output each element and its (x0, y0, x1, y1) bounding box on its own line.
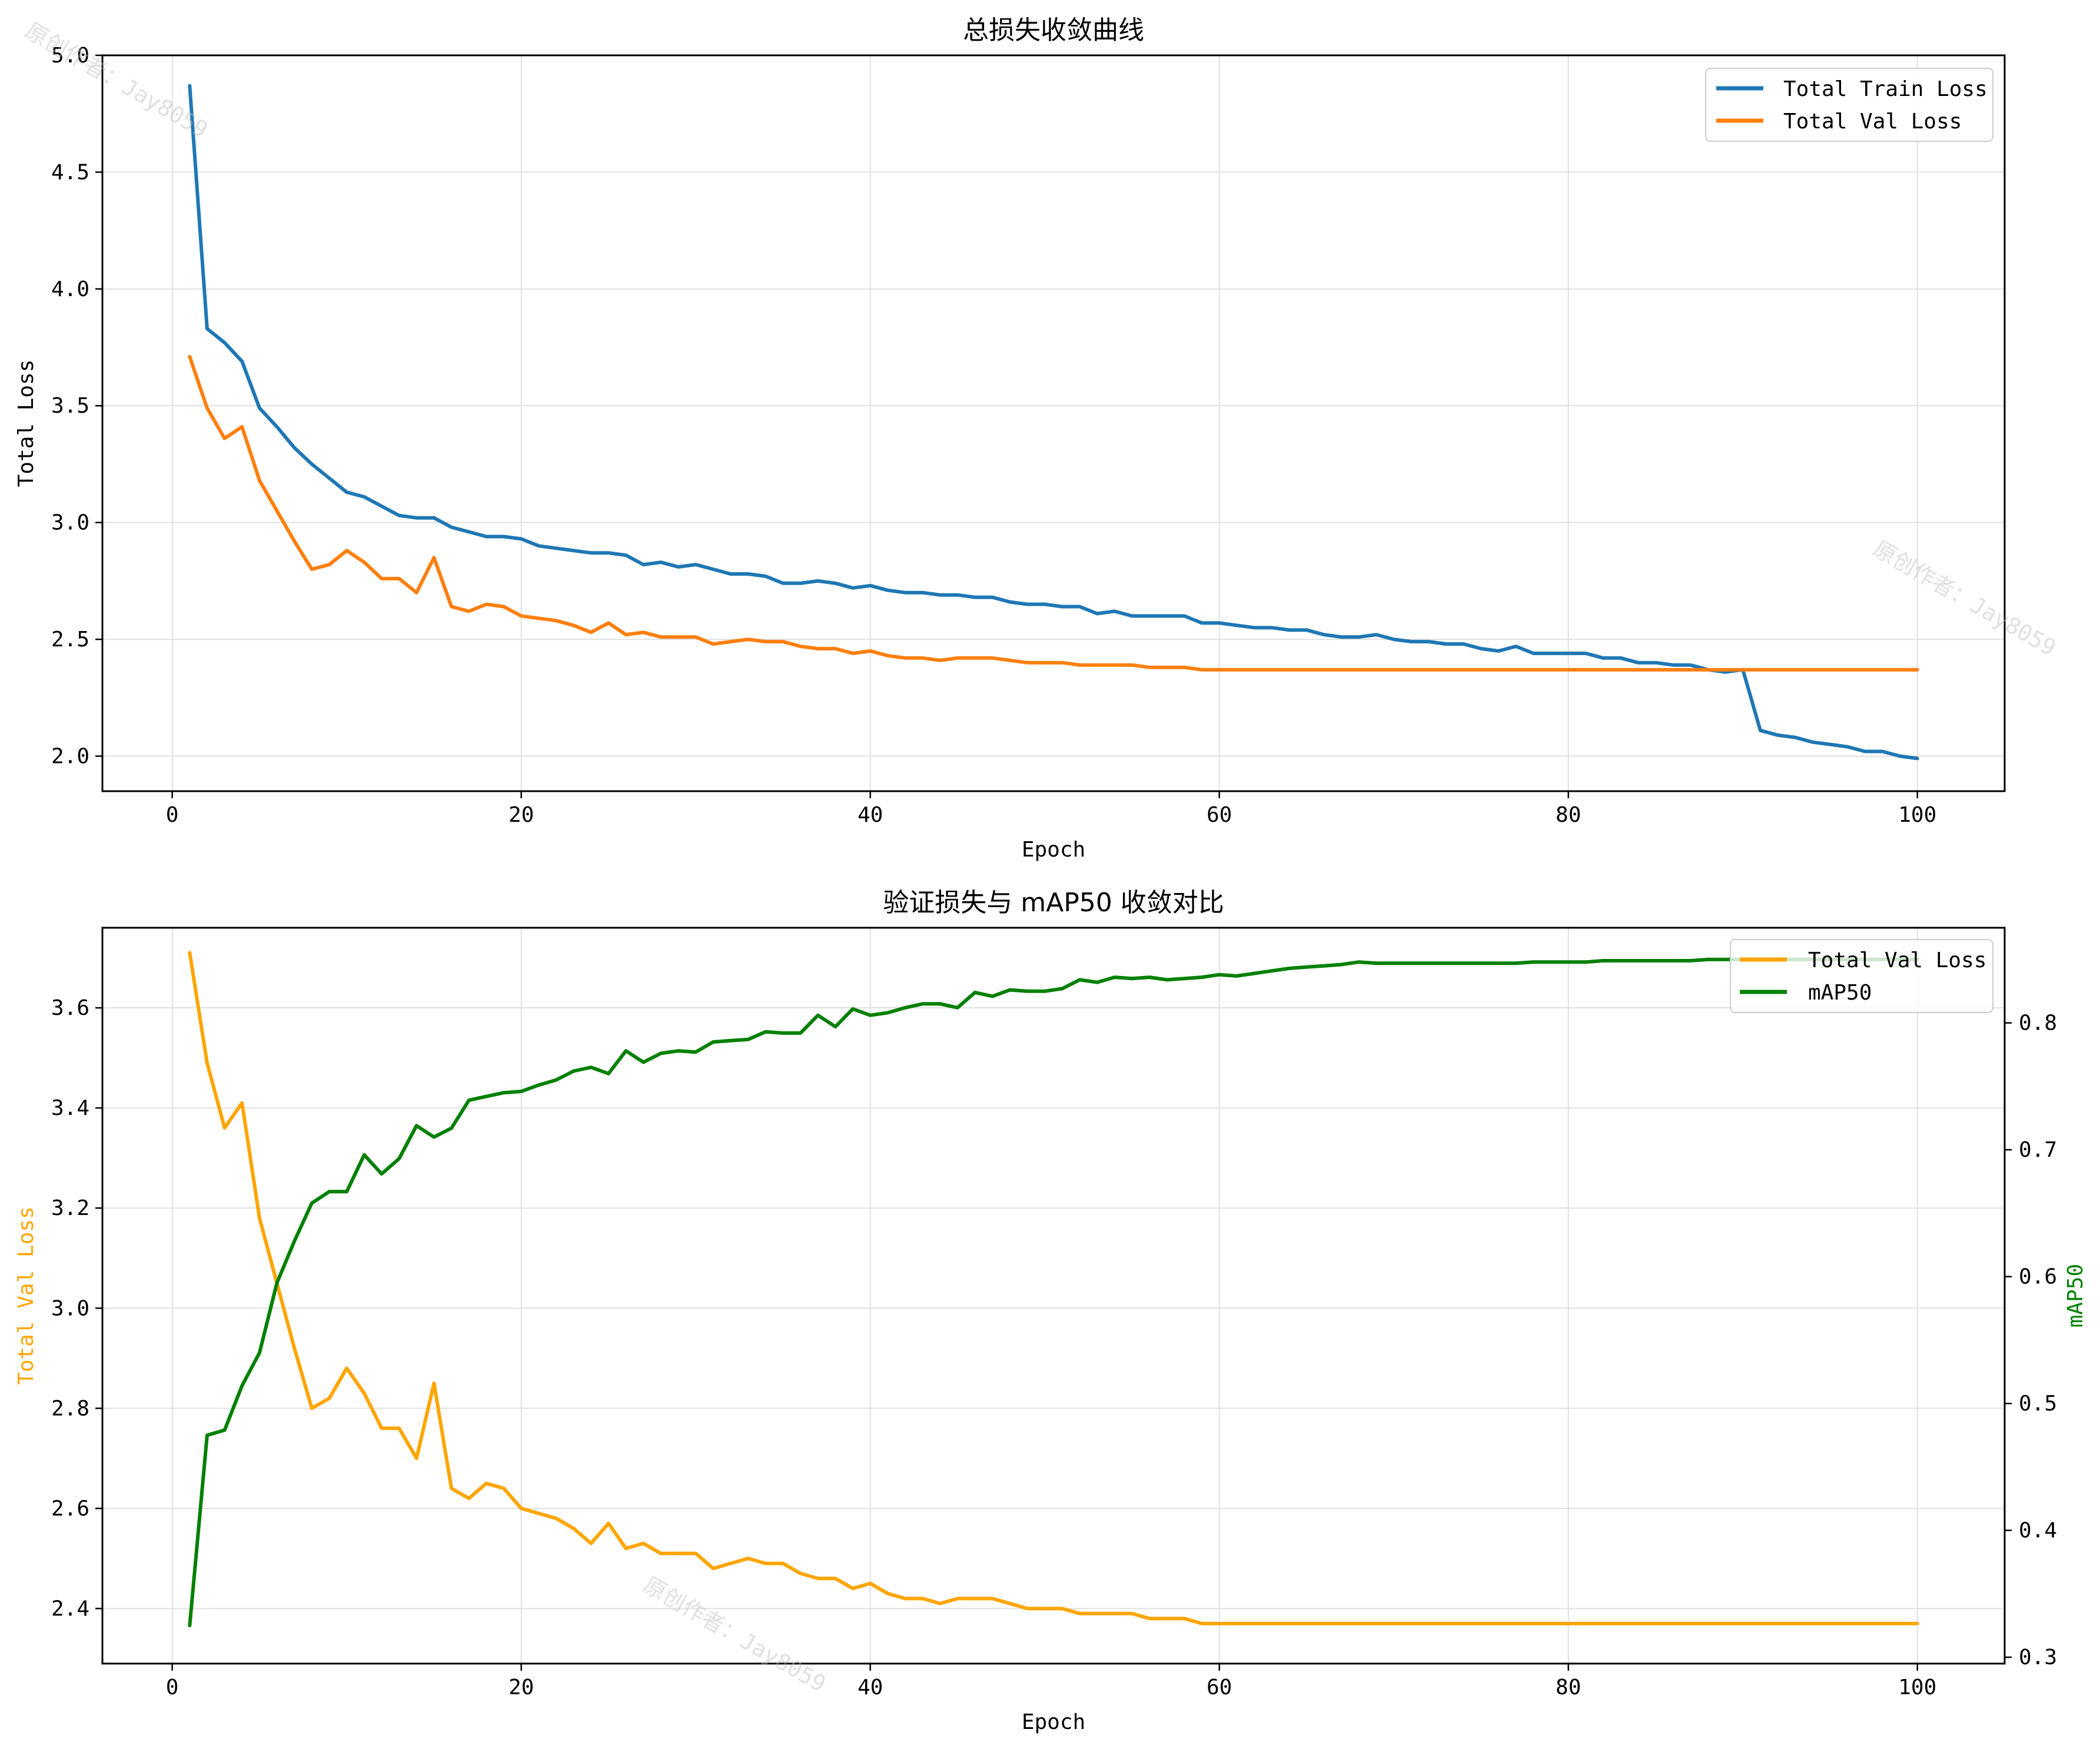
y-tick-label: 3.0 (51, 1296, 89, 1320)
series-layer (188, 84, 1919, 761)
x-tick-label: 40 (858, 1675, 883, 1699)
right-y-axis-label: mAP50 (2064, 1264, 2088, 1327)
series-line-total-val-loss (188, 951, 1919, 1625)
x-tick-label: 40 (858, 803, 883, 827)
x-tick-label: 0 (166, 1675, 179, 1699)
y-tick-label: 2.5 (51, 628, 89, 652)
val-loss-map50-chart: 0 20 40 60 80 100 2.42.62.83.03.23.43.6 0.30.… (14, 888, 2088, 1734)
x-tick-label: 100 (1898, 1675, 1936, 1699)
y-axis-ticks: 2.0 2.5 3.0 3.5 4.0 4.5 5.0 (51, 44, 102, 768)
plot-frame (101, 927, 2006, 1665)
plot-frame (101, 54, 2006, 792)
x-tick-label: 80 (1556, 803, 1581, 827)
legend-label-val-loss: Total Val Loss (1808, 948, 1986, 972)
x-tick-label: 100 (1898, 803, 1936, 827)
left-y-axis-label: Total Val Loss (14, 1206, 38, 1385)
x-tick-label: 60 (1207, 1675, 1232, 1699)
right-y-tick-label: 0.7 (2019, 1138, 2057, 1162)
y-tick-label: 3.0 (51, 511, 89, 535)
y-tick-label: 5.0 (51, 44, 89, 68)
right-y-tick-label: 0.3 (2019, 1645, 2057, 1669)
legend: Total Train Loss Total Val Loss (1705, 68, 1993, 142)
x-tick-label: 20 (509, 1675, 534, 1699)
x-axis-ticks: 0 20 40 60 80 100 (166, 791, 1936, 827)
legend-label-map50: mAP50 (1808, 981, 1872, 1005)
series-line-map50 (188, 957, 1919, 1628)
legend-label-train-loss: Total Train Loss (1783, 77, 1988, 101)
x-axis-label: Epoch (1022, 1710, 1085, 1734)
legend: Total Val Loss mAP50 (1730, 939, 1993, 1013)
y-tick-label: 3.5 (51, 394, 89, 418)
x-axis-ticks: 0 20 40 60 80 100 (166, 1664, 1936, 1699)
chart-title: 验证损失与 mAP50 收敛对比 (883, 888, 1224, 918)
series-layer (188, 951, 1919, 1628)
right-y-tick-label: 0.8 (2019, 1011, 2057, 1035)
y-tick-label: 3.6 (51, 996, 89, 1020)
x-tick-label: 60 (1207, 803, 1232, 827)
legend-label-val-loss: Total Val Loss (1783, 109, 1962, 134)
left-y-axis-ticks: 2.4 2.6 2.8 3.0 3.2 3.4 3.6 (51, 996, 102, 1621)
series-line-total-val-loss (188, 354, 1919, 672)
x-tick-label: 20 (509, 803, 534, 827)
right-y-tick-label: 0.4 (2019, 1519, 2057, 1543)
legend-box (1705, 68, 1993, 142)
y-tick-label: 4.5 (51, 160, 89, 184)
y-tick-label: 3.4 (51, 1096, 89, 1120)
series-line-total-train-loss (188, 84, 1919, 761)
y-axis-label: Total Loss (14, 360, 38, 487)
x-tick-label: 0 (166, 803, 179, 827)
right-y-tick-label: 0.6 (2019, 1265, 2057, 1289)
right-y-axis-ticks: 0.3 0.4 0.5 0.6 0.7 0.8 (2005, 1011, 2057, 1669)
y-tick-label: 2.8 (51, 1396, 89, 1420)
x-tick-label: 80 (1556, 1675, 1581, 1699)
chart-title: 总损失收敛曲线 (963, 15, 1144, 45)
y-tick-label: 4.0 (51, 277, 89, 301)
y-tick-label: 2.6 (51, 1496, 89, 1521)
y-tick-label: 2.0 (51, 744, 89, 768)
y-tick-label: 3.2 (51, 1196, 89, 1220)
x-axis-label: Epoch (1022, 838, 1085, 862)
loss-convergence-chart: 0 20 40 60 80 100 2.0 2.5 3.0 3.5 4.0 4.5 5.0 总损失收敛… (14, 15, 2006, 862)
legend-box (1730, 939, 1993, 1013)
y-tick-label: 2.4 (51, 1596, 89, 1621)
right-y-tick-label: 0.5 (2019, 1392, 2057, 1416)
